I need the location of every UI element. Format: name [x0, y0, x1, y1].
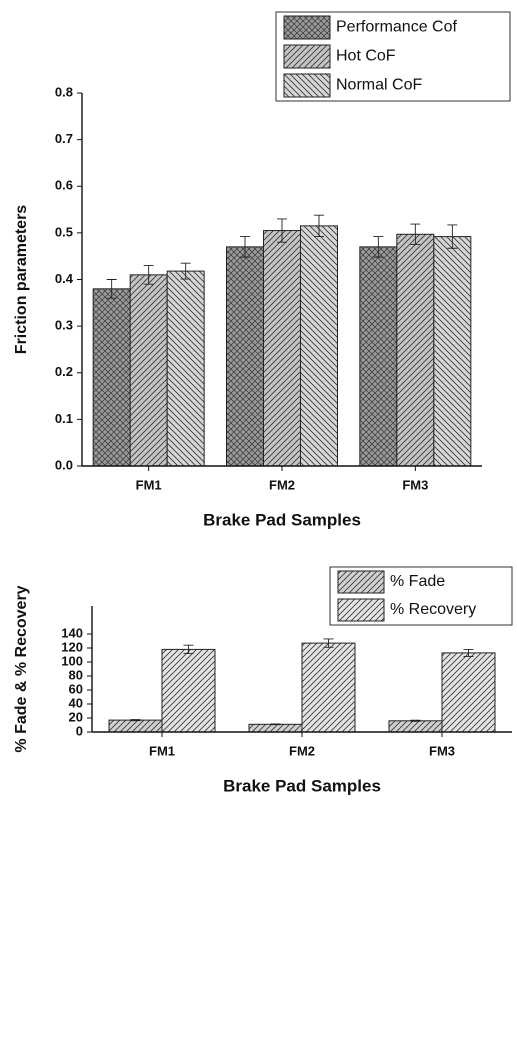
bar — [92, 288, 131, 467]
bar — [226, 246, 264, 467]
y-tick-label: 20 — [69, 709, 83, 724]
chart: 0.0 0.1 0.2 0.3 0.4 0.5 0.6 0.7 0.8 FM1 FM2 FM3 Brak… — [13, 11, 511, 529]
x-tick-label: FM2 — [289, 743, 315, 758]
bar — [248, 723, 303, 733]
error-bar — [270, 723, 281, 726]
y-axis-label: % Fade & % Recovery — [13, 585, 30, 752]
y-tick-label: 100 — [61, 653, 83, 668]
x-tick-label: FM3 — [402, 477, 428, 492]
error-bar — [277, 218, 287, 243]
error-bar — [130, 719, 141, 722]
bar — [359, 246, 398, 467]
y-tick-label: 0.1 — [55, 411, 73, 426]
bar — [388, 720, 443, 733]
error-bar — [410, 223, 421, 245]
bar — [396, 233, 435, 467]
y-tick-label: 0 — [76, 723, 83, 738]
error-bar — [323, 638, 334, 648]
error-bar — [106, 279, 117, 299]
legend-label: Normal CoF — [336, 77, 422, 94]
legend-swatch — [283, 73, 331, 98]
error-bar — [314, 214, 324, 238]
error-bar — [180, 262, 191, 280]
x-axis-label: Brake Pad Samples — [203, 510, 361, 529]
x-tick-label: FM2 — [269, 477, 295, 492]
legend-swatch — [337, 570, 385, 594]
bar — [301, 642, 356, 733]
x-axis-label: Brake Pad Samples — [223, 776, 381, 795]
legend-label: Hot CoF — [336, 48, 396, 65]
error-bar — [143, 265, 154, 285]
error-bar — [183, 644, 194, 655]
bar — [263, 230, 301, 467]
y-tick-label: 0.8 — [55, 84, 73, 99]
y-tick-label: 60 — [69, 681, 83, 696]
legend-label: % Recovery — [390, 601, 476, 618]
x-tick-label: FM1 — [149, 743, 175, 758]
legend-swatch — [283, 15, 331, 40]
bar — [108, 719, 163, 733]
y-tick-label: 0.4 — [55, 271, 74, 286]
bar — [161, 648, 216, 733]
legend-swatch — [337, 598, 385, 622]
y-tick-label: 0.6 — [55, 178, 73, 193]
y-axis-label: Friction parameters — [13, 205, 30, 354]
y-tick-label: 80 — [69, 667, 83, 682]
y-tick-label: 40 — [69, 695, 83, 710]
error-bar — [410, 719, 421, 722]
y-tick-label: 0.3 — [55, 318, 73, 333]
legend-label: % Fade — [390, 573, 445, 590]
x-tick-label: FM1 — [136, 477, 162, 492]
error-bar — [240, 236, 250, 258]
y-tick-label: 0.0 — [55, 457, 73, 472]
bar — [300, 225, 338, 467]
y-tick-label: 0.7 — [55, 131, 73, 146]
y-tick-label: 120 — [61, 639, 83, 654]
y-tick-label: 0.5 — [55, 224, 73, 239]
legend-swatch — [283, 44, 331, 69]
error-bar — [447, 224, 458, 249]
legend-label: Performance Cof — [336, 19, 457, 36]
bar — [129, 274, 168, 467]
error-bar — [463, 648, 474, 657]
y-tick-label: 140 — [61, 625, 83, 640]
bar — [166, 270, 205, 467]
x-tick-label: FM3 — [429, 743, 455, 758]
error-bar — [373, 236, 384, 258]
bar — [433, 236, 472, 467]
y-tick-label: 0.2 — [55, 364, 73, 379]
bar — [441, 652, 496, 733]
